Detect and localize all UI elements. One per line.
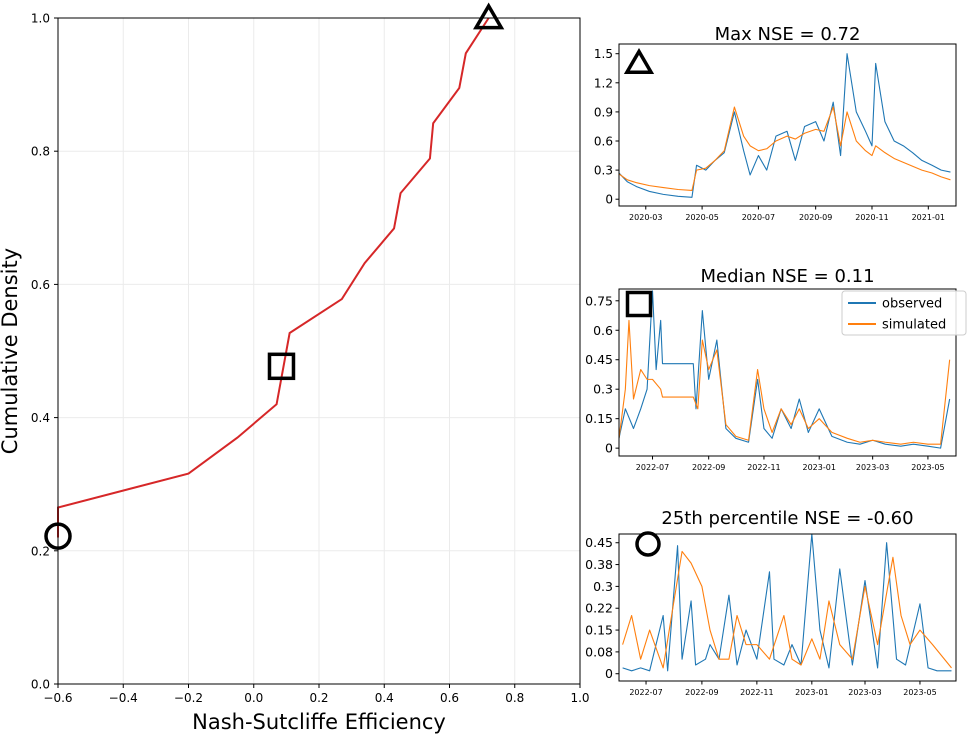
median-xtick-label: 2023-05 — [911, 463, 944, 472]
simulated-line — [619, 106, 951, 192]
cdf-panel: −0.6 −0.4 −0.2 0.0 0.2 0.4 0.6 0.8 1.0 0.0 0.2 0.4 0… — [0, 2, 590, 734]
p25-ytick-label: 0.15 — [585, 623, 613, 638]
cdf-ytick-label: 1.0 — [31, 12, 50, 26]
max-xtick-label: 2021-01 — [912, 213, 945, 222]
observed-line — [619, 53, 951, 198]
p25-xtick-label: 2023-01 — [795, 688, 828, 697]
cdf-xtick-label: 0.4 — [375, 691, 394, 705]
max-ytick-label: 0.9 — [594, 105, 613, 119]
square-marker — [267, 352, 296, 381]
max-ytick-label: 1.5 — [594, 47, 613, 61]
p25-axes-frame — [618, 533, 957, 682]
p25-series — [622, 534, 952, 672]
triangle-marker — [473, 2, 505, 30]
cdf-xtick-label: 1.0 — [570, 691, 589, 705]
cdf-xtick-label: 0.0 — [244, 691, 263, 705]
p25-title: 25th percentile NSE = -0.60 — [661, 508, 913, 529]
p25-xtick-label: 2023-05 — [903, 688, 936, 697]
p25-ytick-label: 0.08 — [585, 644, 613, 659]
p25-ytick-label: 0.3 — [593, 579, 613, 594]
median-panel: Median NSE = 0.11 2022-07 2022-09 2022-11 20… — [585, 266, 967, 472]
observed-line — [622, 534, 952, 672]
p25-ytick-label: 0.22 — [585, 601, 613, 616]
max-panel: Max NSE = 0.72 2020-03 2020-05 2020-07 2020-… — [594, 24, 957, 222]
circle-marker — [635, 531, 661, 557]
cdf-ylabel: Cumulative Density — [0, 248, 22, 454]
max-ytick-label: 1.2 — [594, 76, 613, 90]
p25-panel: 25th percentile NSE = -0.60 2022-07 2022-0… — [585, 508, 957, 697]
cdf-xtick-label: 0.8 — [505, 691, 524, 705]
median-series — [619, 290, 951, 449]
simulated-line — [619, 319, 951, 445]
median-ytick-label: 0.45 — [585, 352, 613, 367]
cdf-ytick-label: 0.6 — [31, 278, 50, 292]
median-xtick-label: 2022-11 — [747, 463, 780, 472]
median-title: Median NSE = 0.11 — [700, 266, 874, 287]
max-ytick-label: 0 — [605, 193, 613, 207]
cdf-ytick-label: 0.2 — [31, 544, 50, 558]
p25-xtick-label: 2022-09 — [685, 688, 718, 697]
square-marker — [625, 290, 653, 318]
triangle-marker — [623, 48, 655, 74]
cdf-ytick-label: 0.4 — [31, 411, 50, 425]
median-xtick-label: 2022-07 — [636, 463, 669, 472]
max-xtick-label: 2020-05 — [685, 213, 718, 222]
p25-xtick-label: 2022-11 — [740, 688, 773, 697]
p25-xtick-label: 2023-03 — [848, 688, 881, 697]
cdf-xtick-label: −0.6 — [43, 691, 72, 705]
p25-ytick-label: 0.38 — [585, 557, 613, 572]
legend-simulated-label: simulated — [882, 318, 946, 333]
p25-ytick-label: 0 — [605, 666, 613, 681]
circle-marker — [44, 522, 72, 550]
p25-xtick-label: 2022-07 — [629, 688, 662, 697]
cdf-line — [57, 17, 490, 538]
p25-ytick-label: 0.45 — [585, 535, 613, 550]
max-xtick-label: 2020-09 — [799, 213, 832, 222]
cdf-ytick-label: 0.8 — [31, 145, 50, 159]
median-xtick-label: 2023-03 — [856, 463, 889, 472]
simulated-line — [622, 550, 952, 669]
legend-observed-label: observed — [882, 297, 942, 312]
max-xtick-label: 2020-11 — [855, 213, 888, 222]
median-ytick-label: 0 — [605, 441, 613, 456]
cdf-xtick-label: −0.2 — [174, 691, 203, 705]
median-axes-frame — [618, 288, 957, 457]
cdf-xtick-label: −0.4 — [109, 691, 138, 705]
max-xtick-label: 2020-03 — [629, 213, 662, 222]
median-ytick-label: 0.75 — [585, 293, 613, 308]
median-xtick-label: 2023-01 — [802, 463, 835, 472]
max-axes-frame — [618, 43, 957, 207]
median-ytick-label: 0.15 — [585, 411, 613, 426]
legend: observed simulated — [841, 290, 967, 336]
max-title: Max NSE = 0.72 — [715, 24, 861, 45]
observed-line — [619, 290, 951, 449]
max-ytick-label: 0.6 — [594, 135, 613, 149]
median-xtick-label: 2022-09 — [692, 463, 725, 472]
max-xtick-label: 2020-07 — [742, 213, 775, 222]
cdf-xtick-label: 0.2 — [309, 691, 328, 705]
cdf-xlabel: Nash-Sutcliffe Efficiency — [192, 710, 446, 734]
cdf-xtick-label: 0.6 — [440, 691, 459, 705]
median-ytick-label: 0.3 — [593, 382, 613, 397]
max-series — [619, 53, 951, 198]
cdf-ytick-label: 0.0 — [31, 678, 50, 692]
median-ytick-label: 0.6 — [593, 323, 613, 338]
max-ytick-label: 0.3 — [594, 164, 613, 178]
